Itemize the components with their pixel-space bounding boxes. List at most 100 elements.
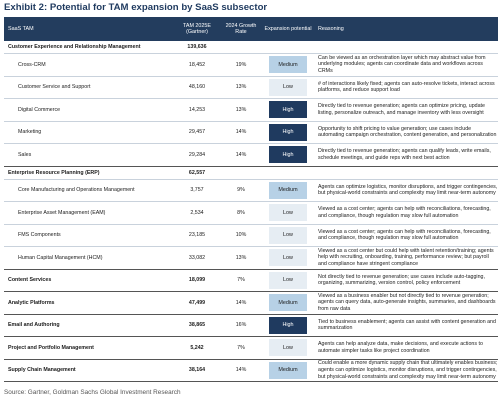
growth-rate: 7% [237,344,245,351]
potential-badge: Medium [269,361,307,379]
potential-cell: Low [262,78,314,96]
table-row: Enterprise Asset Management (EAM) 2,534 8%… [4,202,498,225]
tam-value: 29,457 [188,129,206,136]
growth-rate: 19% [235,61,247,68]
potential-badge: High [269,316,307,334]
subsector-name: Supply Chain Management [8,367,76,374]
table-row: Analytic Platforms 47,499 14% Medium Viewed … [4,292,498,315]
reasoning: Agents can optimize logistics, monitor d… [318,183,498,197]
table-row: Cross-CRM 18,452 19% Medium Can be viewed as… [4,54,498,77]
tam-value: 14,253 [188,106,206,113]
reasoning: Directly tied to revenue generation; age… [318,103,485,116]
reasoning: Viewed as a cost center but could help w… [318,247,494,268]
subsector-name: Analytic Platforms [8,299,55,306]
tam-value: 29,284 [188,151,206,158]
potential-cell: Medium [262,361,314,379]
table-row: Marketing 29,457 14% High Opportunity to shi… [4,122,498,144]
potential-cell: High [262,101,314,119]
potential-badge: Medium [269,294,307,312]
group-row: Enterprise Resource Planning (ERP) 62,557 [4,167,498,180]
table-row: Core Manufacturing and Operations Manage… [4,180,498,202]
table-row: Digital Commerce 14,253 13% High Directly ti… [4,99,498,122]
source: Source: Gartner, Goldman Sachs Global In… [4,389,181,396]
growth-rate: 8% [237,209,245,216]
header-cell: Reasoning [318,26,344,32]
table-row: Email and Authoring 38,865 16% High Tied to … [4,315,498,337]
potential-badge: Medium [269,181,307,199]
subsector-name: Enterprise Asset Management (EAM) [18,209,106,216]
potential-cell: High [262,146,314,164]
reasoning: # of interactions likely fixed; agents c… [318,80,495,94]
table-row: Sales 29,284 14% High Directly tied to reven… [4,144,498,167]
reasoning: Not directly tied to revenue generation;… [318,273,485,287]
potential-cell: High [262,316,314,334]
tam-value: 18,099 [188,277,206,284]
potential-cell: High [262,123,314,141]
potential-badge: Low [269,204,307,222]
growth-rate: 7% [237,277,245,284]
potential-badge: Medium [269,56,307,74]
potential-cell: Low [262,204,314,222]
tam-value: 3,757 [190,187,204,194]
table-row: Supply Chain Management 38,164 14% Medium Co… [4,360,498,382]
potential-cell: Medium [262,294,314,312]
potential-cell: Low [262,271,314,289]
potential-cell: Low [262,249,314,267]
potential-cell: Low [262,339,314,357]
subsector-name: Marketing [18,129,42,136]
growth-rate: 13% [235,84,247,91]
table-row: FMS Components 23,185 10% Low Viewed as a co… [4,225,498,247]
header-cell: TAM 2025E (Gartner) [182,22,212,35]
table-header: SaaS TAM TAM 2025E (Gartner) 2024 Growth R… [4,17,498,41]
tam-value: 139,636 [187,44,207,50]
subsector-name: Sales [18,151,32,158]
group-name: Enterprise Resource Planning (ERP) [8,169,100,176]
growth-rate: 16% [235,322,247,329]
table-row: Human Capital Management (HCM) 33,082 13% L… [4,247,498,270]
tam-value: 5,242 [190,344,204,351]
tam-value: 23,185 [188,232,206,239]
subsector-name: Customer Service and Support [18,84,91,91]
tam-value: 18,452 [188,61,206,68]
subsector-name: Core Manufacturing and Operations Manage… [18,187,135,194]
growth-rate: 14% [235,367,247,374]
potential-badge: High [269,146,307,164]
tam-value: 2,534 [190,209,204,216]
tam-value: 38,164 [188,367,206,374]
potential-cell: Medium [262,181,314,199]
table: SaaS TAM TAM 2025E (Gartner) 2024 Growth R… [4,17,498,382]
reasoning: Opportunity to shift pricing to value ge… [318,125,497,139]
reasoning: Directly tied to revenue generation; age… [318,148,491,161]
table-row: Content Services 18,099 7% Low Not directly … [4,270,498,292]
potential-badge: Low [269,339,307,357]
potential-cell: Low [262,226,314,244]
growth-rate: 14% [235,151,247,158]
reasoning: Viewed as a business enabler but not dir… [318,292,496,313]
growth-rate: 13% [235,106,247,113]
subsector-name: Content Services [8,277,52,284]
potential-badge: High [269,123,307,141]
table-row: Customer Service and Support 48,160 13% Low… [4,77,498,99]
tam-value: 48,160 [188,84,206,91]
growth-rate: 9% [237,187,245,194]
group-name: Customer Experience and Relationship Man… [8,44,141,50]
header-cell: SaaS TAM [8,26,34,32]
reasoning: Viewed as a cost center; agents can help… [318,228,491,242]
potential-badge: Low [269,226,307,244]
growth-rate: 13% [235,254,247,261]
subsector-name: Digital Commerce [18,106,61,113]
potential-badge: Low [269,78,307,96]
reasoning: Agents can help analyze data, make decis… [318,341,483,354]
potential-cell: Medium [262,56,314,74]
tam-value: 38,865 [188,322,206,329]
potential-badge: Low [269,271,307,289]
potential-badge: High [269,101,307,119]
subsector-name: Human Capital Management (HCM) [18,254,103,261]
header-cell: Expansion potential [264,25,312,32]
growth-rate: 14% [235,299,247,306]
reasoning: Tied to business enablement; agents can … [318,318,496,332]
subsector-name: Project and Portfolio Management [8,344,94,351]
reasoning: Viewed as a cost center; agents can help… [318,206,491,219]
potential-badge: Low [269,249,307,267]
table-row: Project and Portfolio Management 5,242 7% L… [4,337,498,360]
